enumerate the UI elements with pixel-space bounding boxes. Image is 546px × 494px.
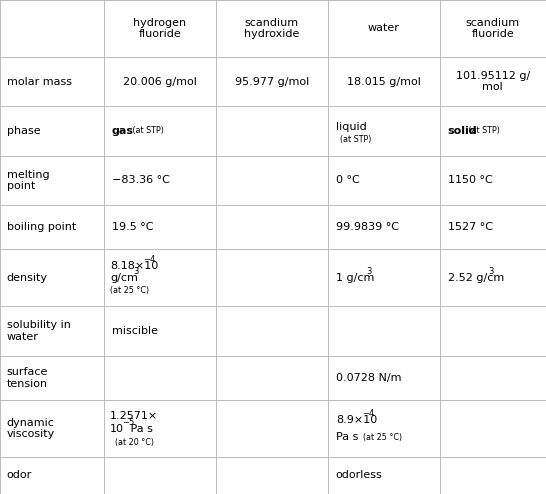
Text: Pa s: Pa s bbox=[336, 432, 358, 443]
Text: 99.9839 °C: 99.9839 °C bbox=[336, 222, 399, 232]
Text: 0 °C: 0 °C bbox=[336, 175, 359, 185]
Text: melting
point: melting point bbox=[7, 169, 49, 191]
Text: boiling point: boiling point bbox=[7, 222, 76, 232]
Text: scandium
fluoride: scandium fluoride bbox=[466, 18, 520, 39]
Text: 1.2571×: 1.2571× bbox=[110, 411, 158, 421]
Text: (at STP): (at STP) bbox=[466, 126, 500, 135]
Text: 2.52 g/cm: 2.52 g/cm bbox=[448, 273, 504, 283]
Text: 8.9×10: 8.9×10 bbox=[336, 414, 377, 425]
Text: 3: 3 bbox=[366, 267, 371, 276]
Text: 101.95112 g/
mol: 101.95112 g/ mol bbox=[456, 71, 530, 92]
Text: solubility in
water: solubility in water bbox=[7, 320, 70, 342]
Text: −5: −5 bbox=[122, 417, 134, 427]
Text: (at 25 °C): (at 25 °C) bbox=[358, 433, 402, 442]
Text: phase: phase bbox=[7, 126, 40, 136]
Text: gas: gas bbox=[112, 126, 134, 136]
Text: hydrogen
fluoride: hydrogen fluoride bbox=[133, 18, 186, 39]
Text: dynamic
viscosity: dynamic viscosity bbox=[7, 418, 55, 439]
Text: odorless: odorless bbox=[336, 470, 383, 481]
Text: surface
tension: surface tension bbox=[7, 367, 48, 389]
Text: (at STP): (at STP) bbox=[340, 135, 371, 144]
Text: (at 20 °C): (at 20 °C) bbox=[115, 438, 153, 447]
Text: −4: −4 bbox=[143, 254, 155, 264]
Text: 20.006 g/mol: 20.006 g/mol bbox=[123, 77, 197, 86]
Text: 19.5 °C: 19.5 °C bbox=[112, 222, 153, 232]
Text: solid: solid bbox=[448, 126, 477, 136]
Text: odor: odor bbox=[7, 470, 32, 481]
Text: (at 25 °C): (at 25 °C) bbox=[110, 286, 150, 295]
Text: 3: 3 bbox=[133, 267, 139, 276]
Text: 0.0728 N/m: 0.0728 N/m bbox=[336, 373, 401, 383]
Text: −83.36 °C: −83.36 °C bbox=[112, 175, 170, 185]
Text: 3: 3 bbox=[489, 267, 494, 276]
Text: density: density bbox=[7, 273, 48, 283]
Text: miscible: miscible bbox=[112, 326, 158, 336]
Text: g/cm: g/cm bbox=[110, 273, 138, 283]
Text: −4: −4 bbox=[362, 409, 374, 418]
Text: liquid: liquid bbox=[336, 122, 366, 132]
Text: 10: 10 bbox=[110, 423, 124, 434]
Text: 1 g/cm: 1 g/cm bbox=[336, 273, 374, 283]
Text: 1150 °C: 1150 °C bbox=[448, 175, 492, 185]
Text: scandium
hydroxide: scandium hydroxide bbox=[244, 18, 299, 39]
Text: 8.18×10: 8.18×10 bbox=[110, 260, 158, 271]
Text: Pa s: Pa s bbox=[127, 423, 152, 434]
Text: 95.977 g/mol: 95.977 g/mol bbox=[235, 77, 308, 86]
Text: water: water bbox=[367, 23, 400, 34]
Text: molar mass: molar mass bbox=[7, 77, 72, 86]
Text: 1527 °C: 1527 °C bbox=[448, 222, 492, 232]
Text: 18.015 g/mol: 18.015 g/mol bbox=[347, 77, 420, 86]
Text: (at STP): (at STP) bbox=[130, 126, 164, 135]
